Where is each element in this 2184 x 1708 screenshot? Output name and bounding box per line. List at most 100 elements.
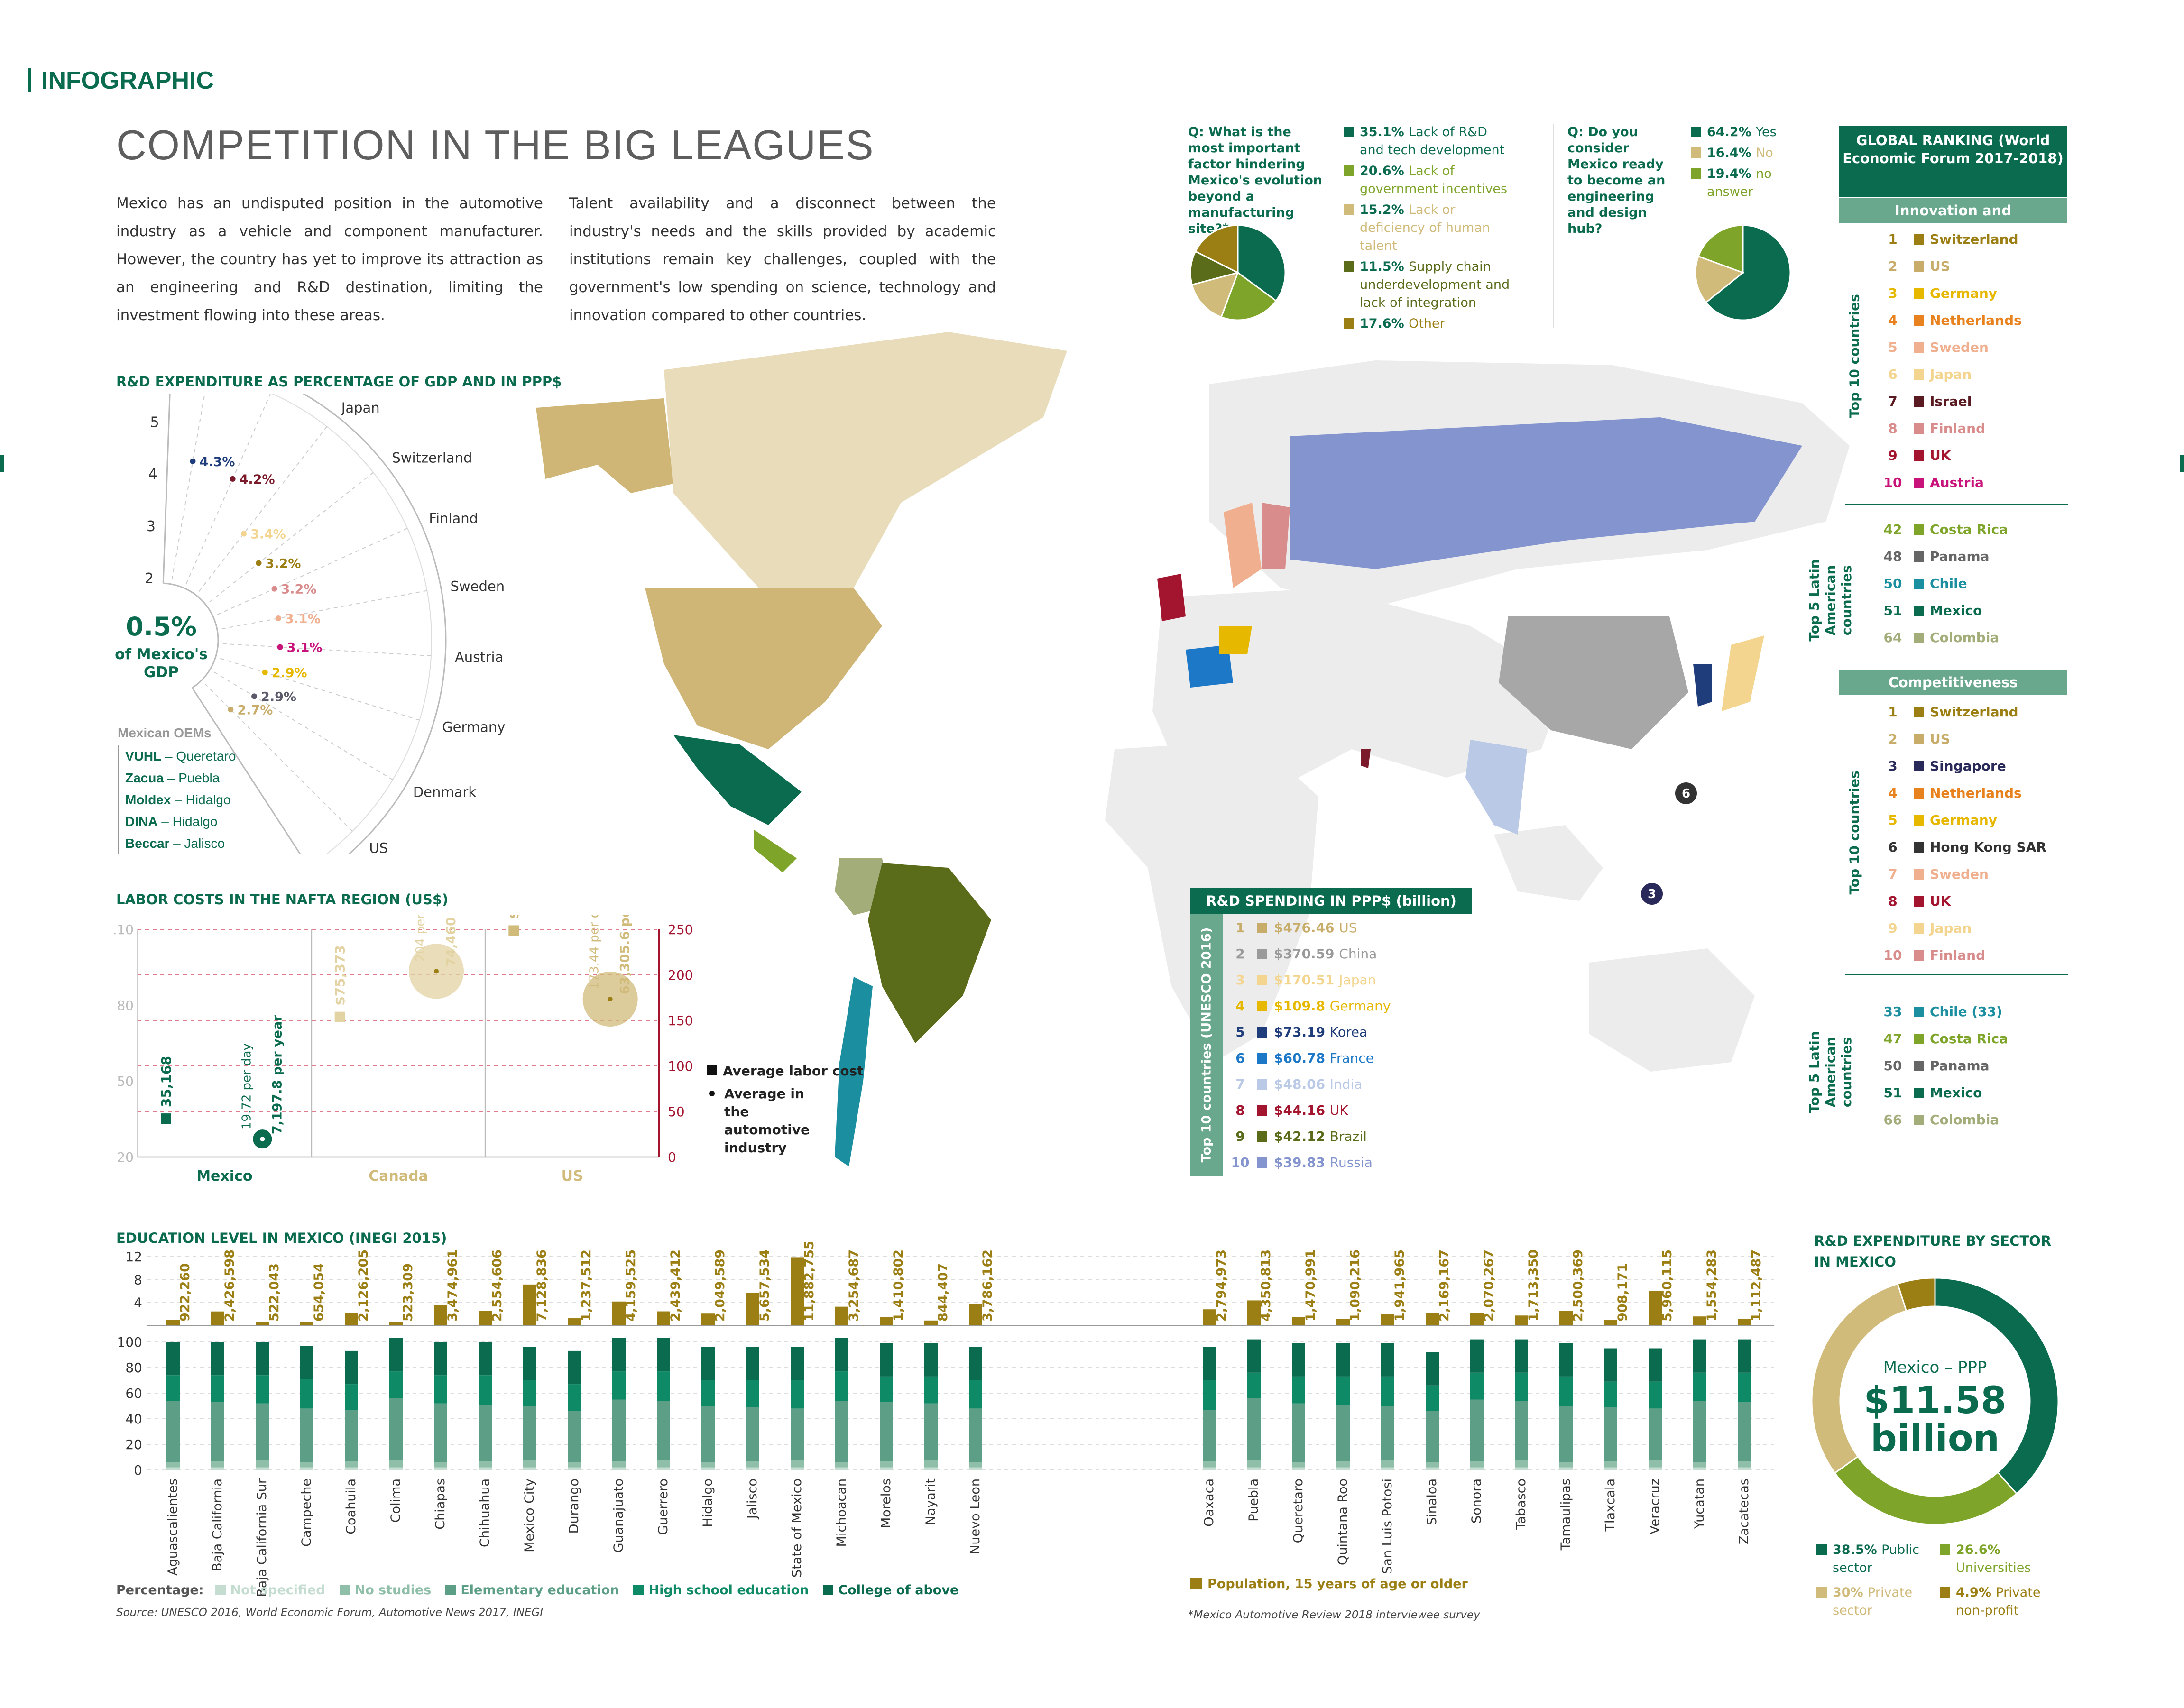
rank-swatch (1914, 606, 1924, 616)
edu-pct-segment (701, 1347, 715, 1380)
edu-legend-swatch (823, 1585, 834, 1595)
rank-country: Chile (1930, 576, 1967, 591)
edu-pct-segment (568, 1350, 581, 1385)
edu-pop-label: 2,049,589 (713, 1249, 728, 1322)
edu-pct-segment (1426, 1385, 1439, 1411)
rank-row: 3 Singapore (1876, 758, 2006, 774)
rank-row: 2 US (1876, 258, 1950, 274)
edu-pct-segment (1738, 1339, 1751, 1373)
rank-row: 1 Switzerland (1876, 231, 2018, 247)
labor-peryear-label: 74,460 per year (444, 915, 459, 966)
spending-rank: 9 (1235, 1129, 1245, 1144)
hub-pie (1695, 224, 1791, 321)
edu-pop-bar (1247, 1300, 1261, 1325)
rank-row: 2 US (1876, 731, 1950, 747)
edu-pop-label: 5,657,534 (757, 1249, 772, 1322)
edu-pct-segment (924, 1376, 938, 1404)
edu-pct-segment (1515, 1467, 1528, 1470)
spending-value: $73.19 (1274, 1024, 1330, 1040)
edu-pct-segment (479, 1342, 492, 1376)
edu-pct-segment (479, 1467, 492, 1470)
edu-pct-segment (835, 1467, 848, 1470)
donut-center-value: $11.58 (1864, 1379, 2007, 1422)
rank-country: Sweden (1930, 866, 1989, 882)
labor-legend-b: Average in the automotive industry (707, 1085, 864, 1157)
edu-pct-segment (969, 1462, 982, 1468)
rank-swatch (1914, 1061, 1924, 1071)
page-edge-mark-left (0, 455, 4, 472)
edu-pct-segment (880, 1461, 893, 1468)
radial-value-label: 3.1% (287, 641, 323, 655)
rank-number: 2 (1888, 731, 1898, 747)
edu-pct-segment (1649, 1460, 1662, 1468)
edu-state-label: San Luis Potosi (1380, 1478, 1395, 1574)
edu-pct-segment (1559, 1467, 1573, 1470)
edu-pct-segment (880, 1402, 893, 1461)
edu-pct-segment (969, 1467, 982, 1470)
education-chart: 12 8 4 922,260 2,426,598 522,043 654,054 2,126,… (117, 1242, 1774, 1597)
rank-row: 7 Israel (1876, 394, 1972, 409)
edu-pct-segment (1470, 1399, 1484, 1461)
edu-pct-segment (1336, 1461, 1350, 1468)
spending-row: 1 $476.46 US (1228, 920, 1357, 936)
donut-legend-text: 38.5% Public sector (1833, 1541, 1940, 1577)
edu-pct-ytick: 0 (134, 1462, 142, 1478)
labor-right-tick: 0 (668, 1149, 676, 1165)
edu-pct-segment (1470, 1461, 1484, 1468)
uk-shape (1157, 574, 1186, 621)
edu-pct-segment (434, 1467, 447, 1470)
pie-legend-item: 64.2% Yes (1691, 123, 1786, 141)
population-legend-text: Population, 15 years of age or older (1207, 1577, 1468, 1591)
edu-state-label: Yucatan (1692, 1478, 1707, 1529)
spending-value: $44.16 (1274, 1102, 1330, 1118)
edu-pop-label: 1,090,216 (1348, 1249, 1363, 1322)
edu-pop-bar (523, 1284, 536, 1325)
edu-pop-bar (701, 1313, 715, 1325)
edu-pct-segment (479, 1405, 492, 1461)
edu-pct-segment (389, 1398, 403, 1460)
oem-place: – Jalisco (169, 836, 225, 851)
usa-shape (645, 588, 882, 749)
rank-swatch (1914, 950, 1924, 961)
edu-pct-segment (1381, 1406, 1394, 1460)
radial-spoke (198, 426, 327, 592)
israel-shape (1361, 749, 1371, 768)
rank-country: Colombia (1930, 630, 2000, 645)
edu-pop-label: 2,794,973 (1214, 1249, 1229, 1322)
edu-pct-segment (1470, 1467, 1484, 1470)
rank-row: 5 Germany (1876, 812, 1997, 828)
radial-axis-line (162, 394, 171, 584)
radial-axis-tick: 5 (150, 414, 159, 431)
edu-pct-segment (1559, 1406, 1573, 1462)
pie-legend-text: 20.6% Lack of government incentives (1360, 162, 1514, 198)
spending-swatch (1257, 1053, 1267, 1064)
labor-legend-a: Average labor cost (707, 1062, 864, 1080)
rank-number: 1 (1888, 231, 1898, 247)
rank-country: Netherlands (1930, 785, 2022, 801)
rank-swatch (1914, 923, 1924, 934)
edu-pop-bar (924, 1320, 938, 1325)
edu-pct-segment (256, 1460, 269, 1468)
pie-slice (1934, 1277, 2059, 1495)
radial-country-label: Germany (442, 719, 505, 735)
labor-legend-a-text: Average labor cost (723, 1063, 864, 1079)
edu-pct-segment (701, 1467, 715, 1470)
donut-legend-swatch (1940, 1587, 1950, 1598)
oem-box: Mexican OEMs VUHL – Queretaro Zacua – Pue… (118, 725, 298, 854)
edu-pop-label: 523,309 (401, 1263, 415, 1322)
spending-country: Russia (1329, 1155, 1373, 1170)
germany-shape (1219, 626, 1252, 654)
edu-pct-segment (1604, 1467, 1617, 1470)
rank-divider-1 (1845, 504, 2068, 505)
rank-country: Germany (1930, 812, 1998, 828)
pie-legend-pct: 35.1% (1360, 125, 1409, 139)
edu-state-label: Veracruz (1648, 1478, 1662, 1534)
mexico-shape (673, 735, 802, 825)
rank-row: 4 Netherlands (1876, 312, 2021, 328)
edu-pct-segment (1292, 1343, 1305, 1377)
edu-state-label: Zacatecas (1737, 1478, 1751, 1544)
spending-value: $370.59 (1274, 946, 1339, 962)
spending-title: R&D SPENDING IN PPP$ (billion) (1190, 888, 1472, 914)
pie-legend-swatch (1344, 261, 1354, 272)
